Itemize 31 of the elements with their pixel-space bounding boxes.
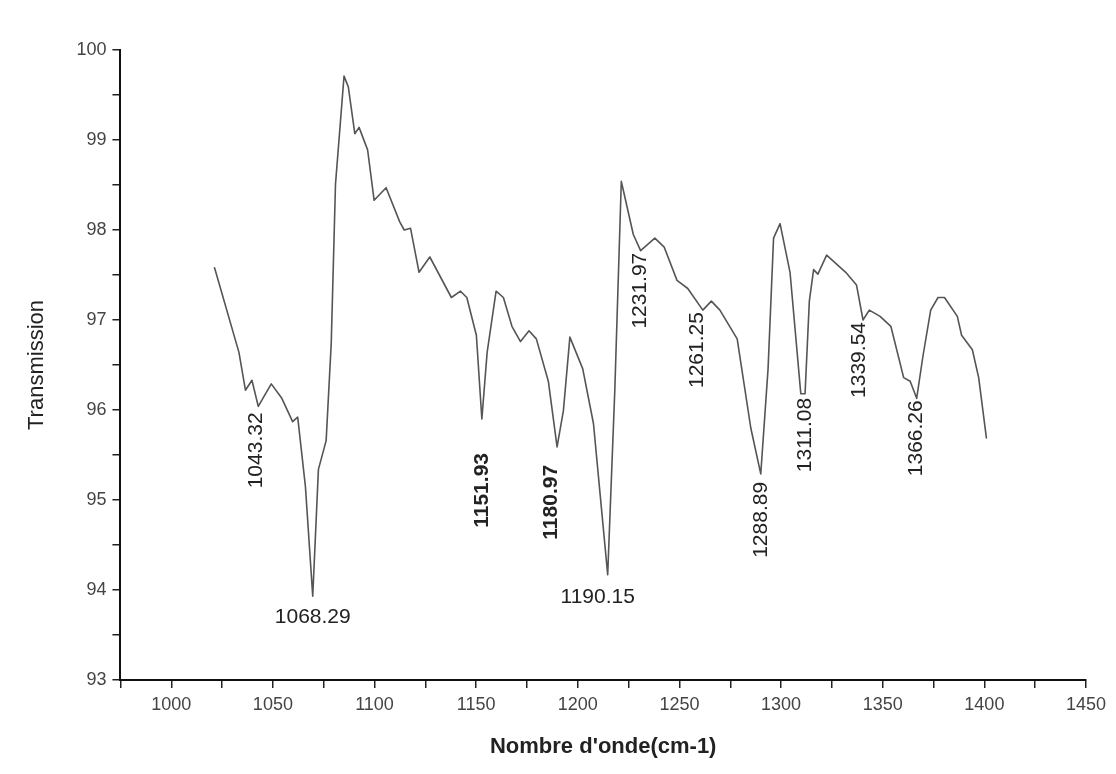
annotation: 1180.97 [537,464,561,540]
annotation: 1043.32 [243,412,267,489]
y-tick-label: 98 [86,218,107,239]
x-tick-label: 1200 [557,693,598,714]
annotation: 1311.08 [791,397,815,473]
annotation: 1366.26 [903,400,927,477]
x-tick-label: 1350 [862,693,903,714]
x-tick-label: 1300 [761,693,802,714]
x-tick-label: 1250 [659,693,700,714]
x-tick-label: 1000 [151,693,192,714]
x-tick-label: 1100 [355,693,394,714]
y-axis-title: Transmission [23,300,49,430]
y-tick-label: 96 [86,398,107,419]
y-tick-label: 95 [86,488,107,509]
x-tick-label: 1150 [456,693,496,714]
y-tick-label: 94 [86,578,107,599]
annotation: 1190.15 [560,584,635,607]
x-tick-label: 1400 [964,693,1005,714]
annotation: 1288.89 [747,481,771,558]
y-tick-label: 97 [86,308,107,329]
annotation: 1068.29 [274,603,351,627]
y-tick-label: 100 [76,38,107,59]
annotation: 1151.93 [468,453,492,528]
annotation: 1261.25 [683,312,707,389]
x-tick-label: 1450 [1065,693,1107,714]
y-tick-label: 99 [86,128,107,149]
annotation: 1339.54 [845,321,869,398]
y-tick-label: 93 [86,668,107,689]
x-axis-title: Nombre d'onde(cm-1) [489,732,717,758]
annotation: 1231.97 [627,252,651,329]
x-tick-label: 1050 [252,693,293,714]
